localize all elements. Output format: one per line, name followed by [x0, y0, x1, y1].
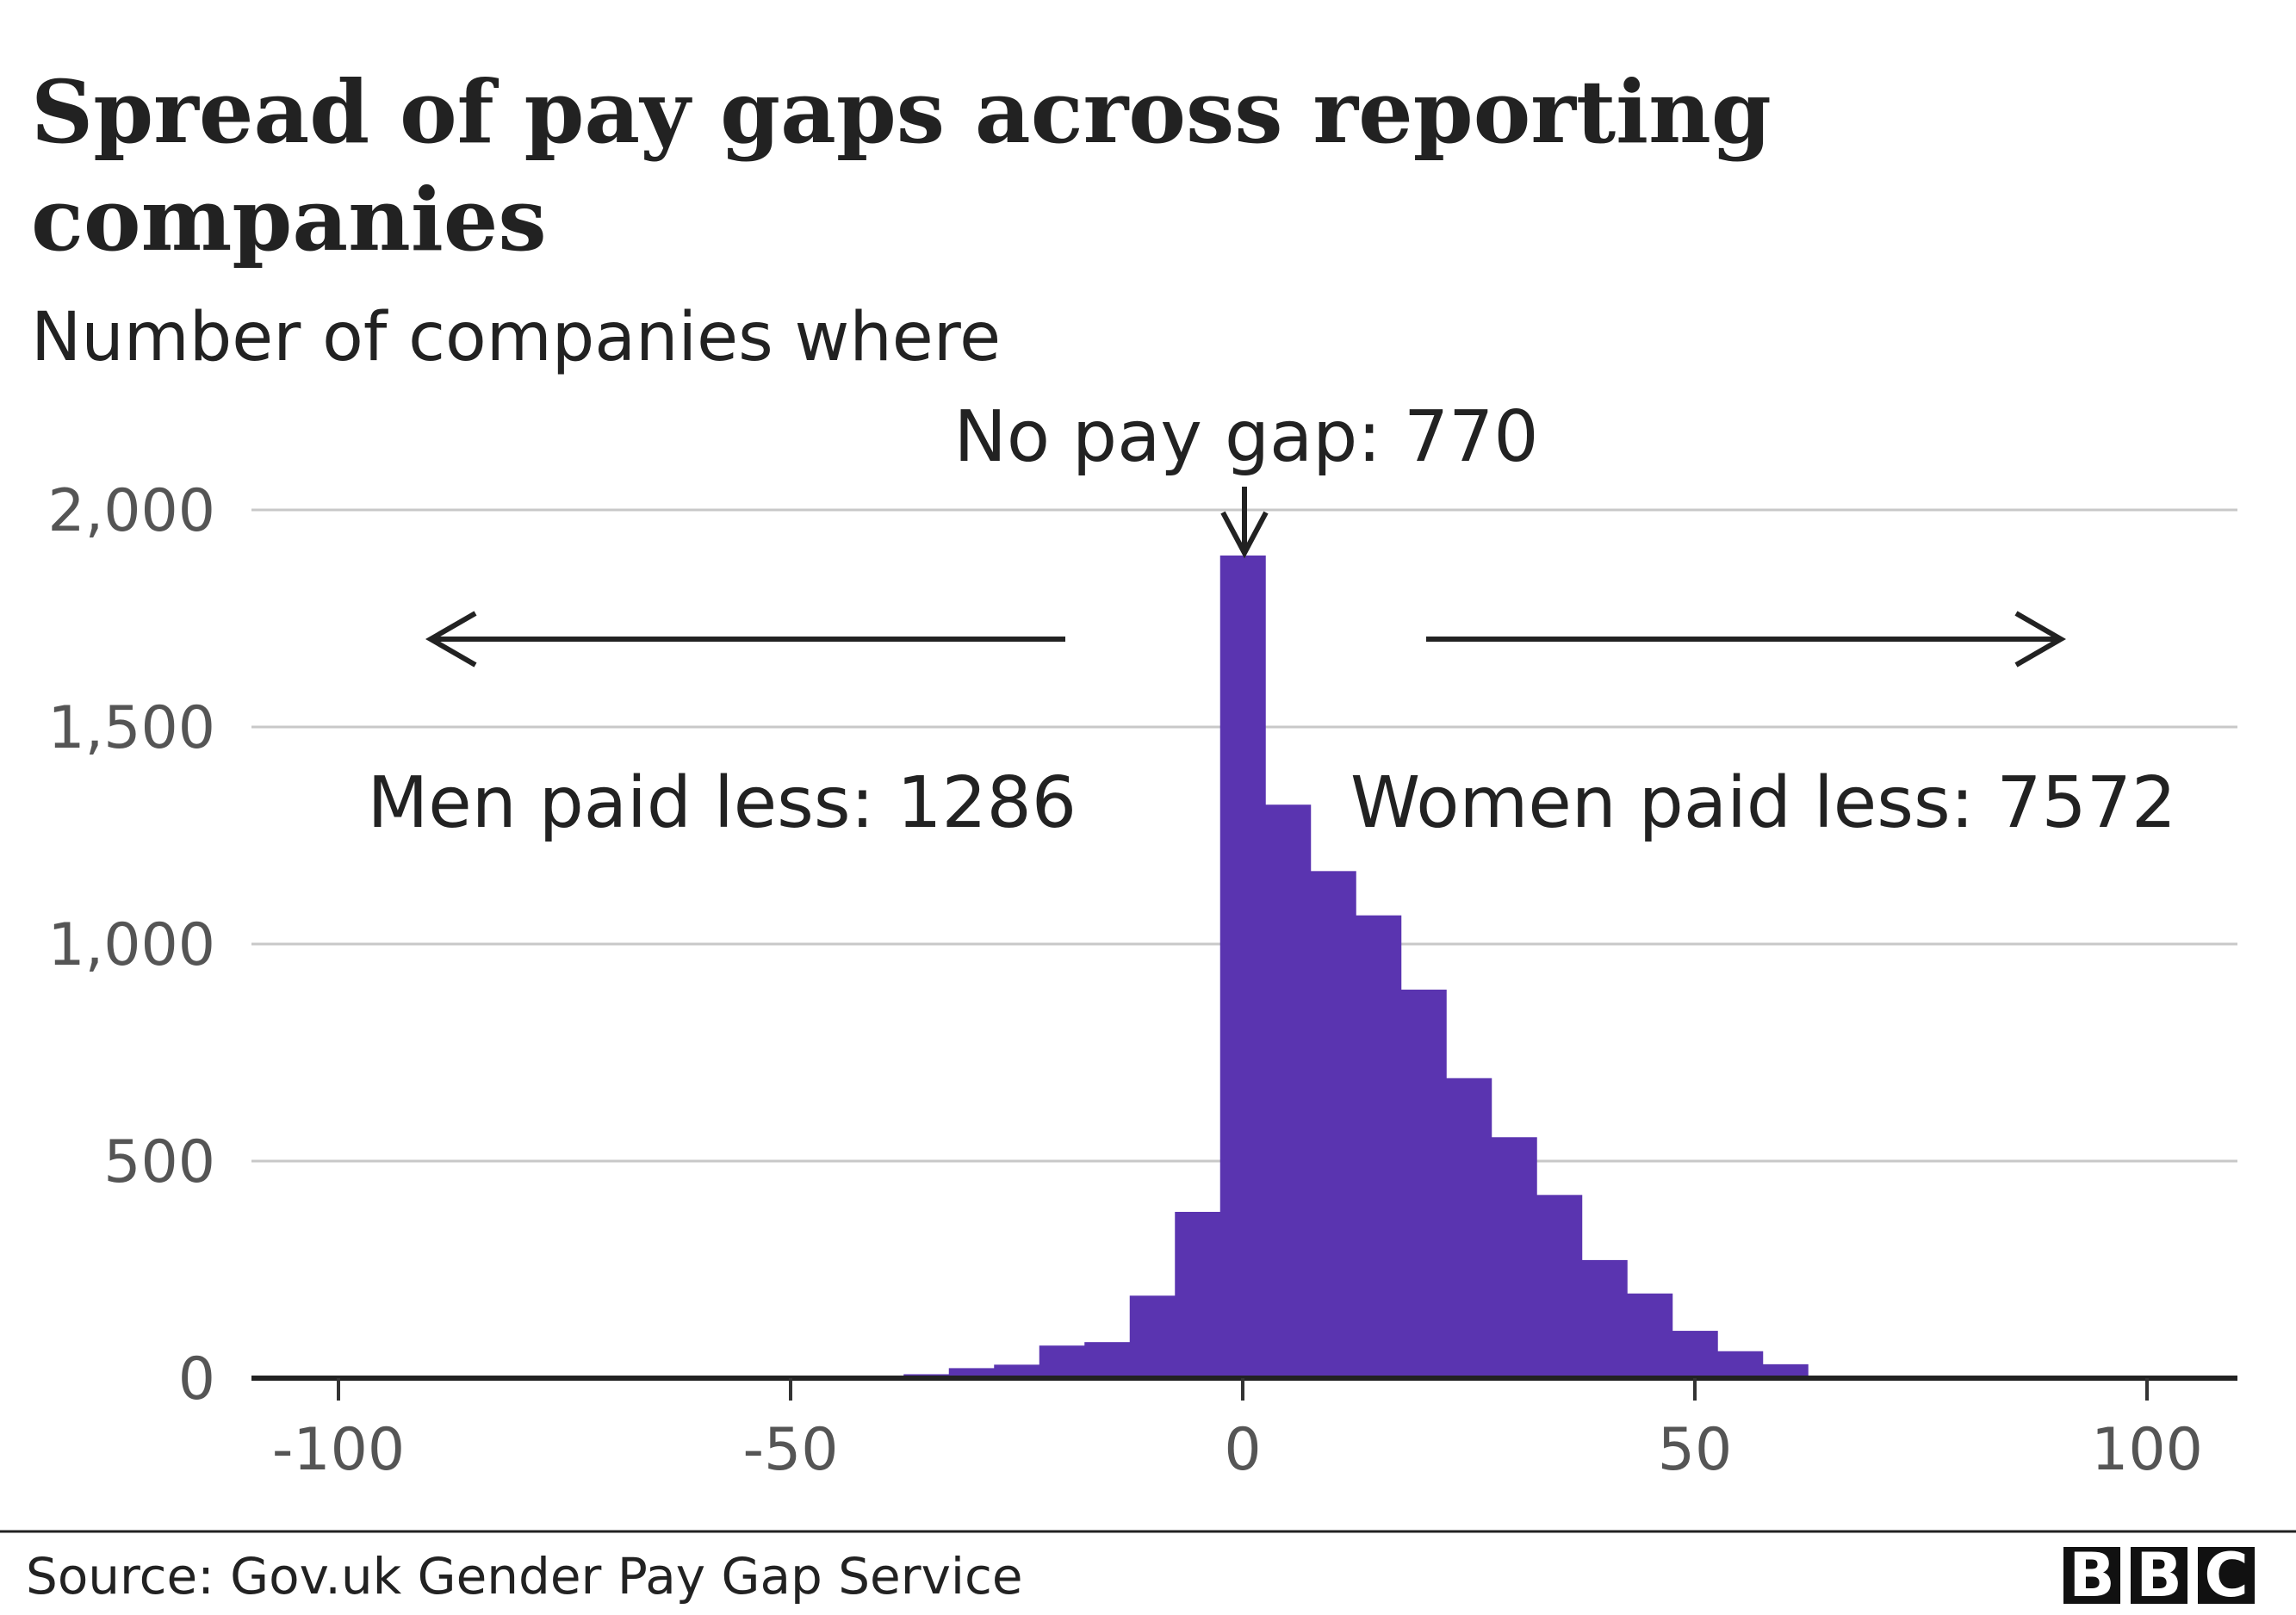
histogram-bar	[1581, 1259, 1628, 1378]
source-text: Source: Gov.uk Gender Pay Gap Service	[26, 1547, 1023, 1606]
histogram-bar	[1356, 915, 1402, 1378]
histogram-bar	[1717, 1351, 1764, 1378]
chart-subtitle: Number of companies where	[31, 299, 1001, 376]
y-tick-label: 0	[178, 1345, 215, 1413]
svg-text:B: B	[2069, 1540, 2114, 1611]
y-tick-label: 500	[103, 1128, 215, 1196]
histogram-bar	[1084, 1342, 1131, 1378]
histogram-bar	[1310, 871, 1356, 1378]
men-paid-less-label: Men paid less: 1286	[368, 762, 1077, 844]
y-axis-ticks: 0 500 1,000 1,500 2,000	[47, 477, 215, 1413]
left-arrow-icon	[425, 611, 1065, 668]
histogram-bar	[1129, 1295, 1176, 1378]
chart-title-line-2: companies	[31, 169, 547, 270]
histogram-bar	[1219, 555, 1266, 1378]
histogram-bar	[1491, 1137, 1537, 1378]
bars	[813, 555, 1854, 1378]
right-arrow-icon	[1426, 611, 2067, 668]
x-tick-label: -100	[272, 1416, 405, 1484]
no-pay-gap-label: No pay gap: 770	[953, 396, 1538, 478]
histogram-bar	[1175, 1211, 1221, 1378]
x-tick-label: -50	[742, 1416, 838, 1484]
histogram-bar	[1265, 804, 1312, 1378]
svg-text:C: C	[2204, 1540, 2248, 1611]
histogram-bar	[1762, 1363, 1809, 1378]
histogram-bar	[1627, 1293, 1673, 1378]
bbc-logo: B B C	[2063, 1540, 2255, 1611]
y-tick-label: 1,000	[47, 911, 215, 979]
down-arrow-icon	[1220, 487, 1269, 559]
x-tick-label: 100	[2091, 1416, 2203, 1484]
women-paid-less-label: Women paid less: 7572	[1350, 762, 2176, 844]
y-tick-label: 1,500	[47, 694, 215, 762]
histogram-bar	[1039, 1345, 1085, 1378]
histogram-bar	[948, 1368, 995, 1378]
histogram-bar	[1536, 1195, 1583, 1378]
histogram-bar	[994, 1364, 1040, 1378]
x-tick-label: 0	[1224, 1416, 1261, 1484]
x-axis: -100 -50 0 50 100	[251, 1376, 2237, 1484]
svg-text:B: B	[2136, 1540, 2181, 1611]
histogram-bar	[1446, 1078, 1492, 1378]
histogram-bar	[1672, 1331, 1718, 1378]
histogram-bar	[1400, 989, 1447, 1378]
y-tick-label: 2,000	[47, 477, 215, 545]
chart-title-line-1: Spread of pay gaps across reporting	[31, 61, 1772, 163]
x-tick-label: 50	[1658, 1416, 1733, 1484]
